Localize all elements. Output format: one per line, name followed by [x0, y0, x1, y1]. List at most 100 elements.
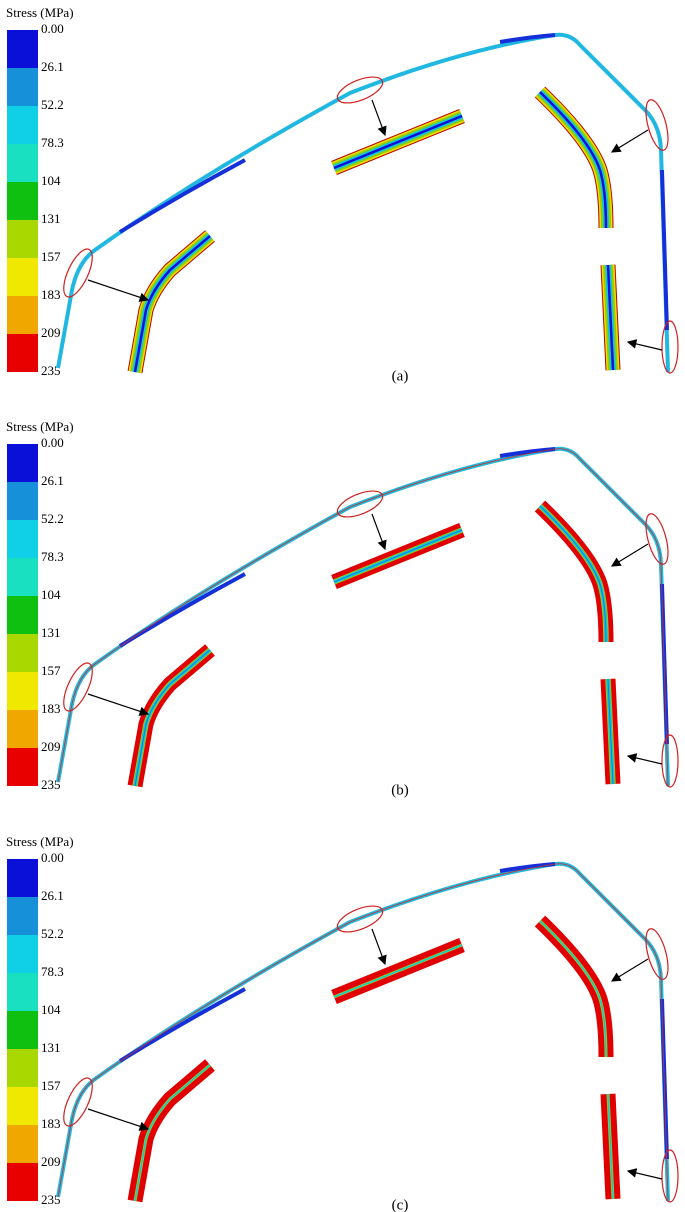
zoom-ellipse — [63, 248, 93, 298]
legend-label: 209 — [41, 325, 61, 340]
legend-label: 26.1 — [41, 59, 64, 74]
legend-band — [7, 182, 38, 220]
legend-band — [7, 144, 38, 182]
legend-label: 183 — [41, 1116, 61, 1131]
zoom-arrow — [626, 339, 663, 351]
zoom-ellipse — [336, 490, 384, 518]
legend-label: 0.00 — [41, 435, 64, 450]
inset-strip — [607, 1093, 614, 1200]
legend-band — [7, 296, 38, 334]
legend-label: 157 — [41, 1078, 61, 1093]
legend-label: 131 — [41, 211, 61, 226]
legend-label: 131 — [41, 1040, 61, 1055]
panel: Stress (MPa)0.00 26.1 52.2 78.3 104 131 157 183… — [6, 834, 679, 1212]
legend-label: 0.00 — [41, 850, 64, 865]
zoom-arrow — [87, 1108, 150, 1131]
zoom-arrow — [610, 543, 649, 567]
legend-label: 78.3 — [41, 135, 64, 150]
zoom-arrow — [371, 513, 387, 551]
legend-label: 209 — [41, 739, 61, 754]
legend-label: 235 — [41, 777, 61, 792]
inset-strip — [333, 529, 463, 583]
legend-band — [7, 935, 38, 973]
beam-low-stress — [660, 169, 669, 331]
legend-band — [7, 1125, 38, 1163]
legend-label: 183 — [41, 287, 61, 302]
legend-band — [7, 1049, 38, 1087]
inset-strip — [132, 233, 212, 373]
legend-band — [7, 973, 38, 1011]
legend-band — [7, 106, 38, 144]
legend-title: Stress (MPa) — [6, 834, 74, 849]
panel: Stress (MPa)0.00 26.1 52.2 78.3 104 131 157 183… — [6, 5, 679, 384]
legend-band — [7, 897, 38, 935]
legend-label: 104 — [41, 1002, 61, 1017]
legend-label: 78.3 — [41, 549, 64, 564]
legend-label: 78.3 — [41, 964, 64, 979]
inset-strip — [607, 678, 614, 785]
beam-low-stress — [118, 987, 246, 1063]
inset-strip — [539, 505, 607, 643]
inset-strip — [133, 648, 212, 787]
legend-band — [7, 1163, 38, 1201]
legend-band — [7, 634, 38, 672]
zoom-ellipse — [645, 928, 669, 980]
zoom-ellipse — [645, 513, 669, 565]
legend-label: 131 — [41, 625, 61, 640]
zoom-ellipse — [336, 76, 384, 104]
beam-edge — [57, 448, 669, 787]
panel-label: (b) — [391, 782, 409, 798]
inset-strip — [333, 944, 463, 998]
legend-band — [7, 30, 38, 68]
zoom-arrow — [371, 928, 387, 966]
legend-band — [7, 1011, 38, 1049]
legend-band — [7, 482, 38, 520]
legend-band — [7, 748, 38, 786]
inset-strip — [127, 1059, 215, 1203]
legend-label: 157 — [41, 249, 61, 264]
legend-label: 235 — [41, 363, 61, 378]
inset-strip — [333, 114, 463, 170]
legend-title: Stress (MPa) — [6, 419, 74, 434]
legend-band — [7, 258, 38, 296]
legend-label: 104 — [41, 173, 61, 188]
beam-low-stress — [499, 33, 556, 44]
legend-band — [7, 859, 38, 897]
zoom-ellipse — [63, 1077, 93, 1127]
beam-low-stress — [118, 158, 246, 234]
inset-strip — [133, 235, 211, 373]
inset-strip — [606, 264, 615, 371]
zoom-ellipse — [661, 734, 679, 788]
legend-label: 235 — [41, 1192, 61, 1207]
inset-strip — [539, 91, 608, 229]
legend-band — [7, 520, 38, 558]
legend-band — [7, 68, 38, 106]
zoom-arrow — [610, 129, 649, 153]
legend-label: 52.2 — [41, 511, 64, 526]
legend-label: 183 — [41, 701, 61, 716]
legend-band — [7, 444, 38, 482]
legend-label: 26.1 — [41, 473, 64, 488]
legend-band — [7, 710, 38, 748]
panel-label: (c) — [392, 1197, 409, 1212]
legend-label: 104 — [41, 587, 61, 602]
zoom-ellipse — [336, 905, 384, 933]
legend-label: 52.2 — [41, 97, 64, 112]
legend-label: 26.1 — [41, 888, 64, 903]
panel-label: (a) — [392, 368, 409, 384]
zoom-arrow — [626, 753, 663, 765]
zoom-ellipse — [661, 320, 679, 374]
inset-strip — [134, 649, 211, 787]
legend-band — [7, 558, 38, 596]
zoom-arrow — [626, 1168, 663, 1180]
legend-band — [7, 596, 38, 634]
zoom-ellipse — [645, 99, 669, 151]
inset-strip — [134, 1064, 211, 1202]
legend-label: 52.2 — [41, 926, 64, 941]
beam — [56, 32, 670, 373]
legend-title: Stress (MPa) — [6, 5, 74, 20]
legend-label: 0.00 — [41, 21, 64, 36]
legend-label: 157 — [41, 663, 61, 678]
panel: Stress (MPa)0.00 26.1 52.2 78.3 104 131 157 183… — [6, 419, 679, 798]
